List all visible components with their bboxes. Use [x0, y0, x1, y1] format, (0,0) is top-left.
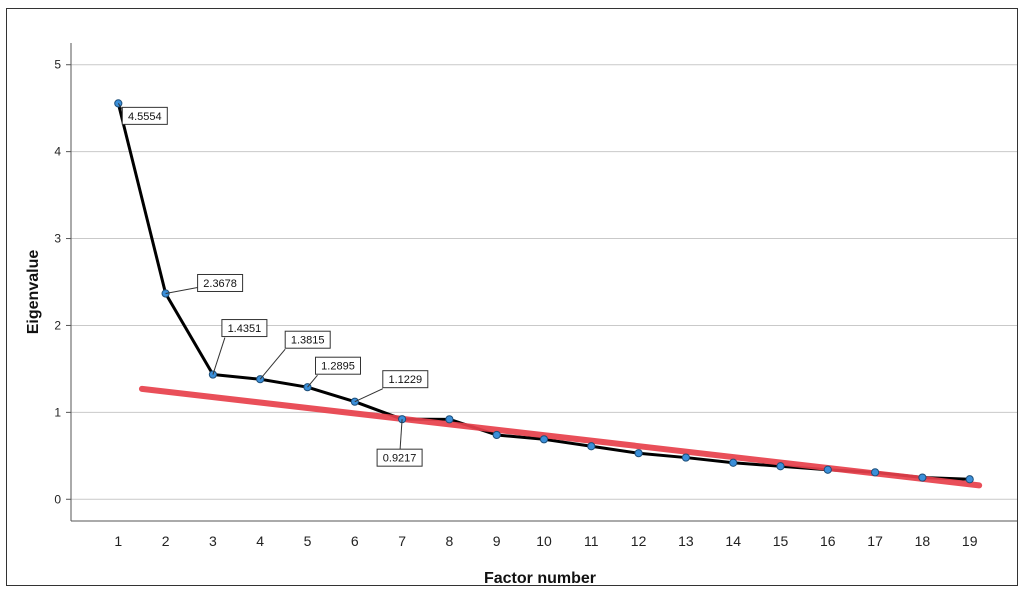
data-point: [729, 458, 738, 467]
data-point: [965, 475, 974, 484]
eigenvalue-series: [116, 103, 970, 481]
y-tick-label: 1: [54, 405, 61, 419]
callout-label: 1.3815: [291, 335, 325, 347]
x-tick-label: 13: [678, 533, 694, 549]
x-tick-label: 5: [304, 533, 312, 549]
callout-label: 0.9217: [383, 453, 417, 465]
callout-leader: [399, 419, 403, 450]
callout-leader: [307, 374, 318, 388]
callout-leader: [117, 103, 123, 110]
data-point: [681, 453, 691, 462]
data-point: [587, 442, 596, 451]
y-axis-title: Eigenvalue: [25, 250, 42, 335]
x-tick-labels: 1 2 3 4 5 6 7 8 9 10 11 12 13 14 15 16 17 18 19: [114, 533, 977, 549]
x-tick-label: 10: [536, 533, 552, 549]
value-callouts: 4.5554 2.3678 1.4351 1.3815 1.2895 1.1229 0.92…: [117, 103, 429, 467]
x-tick-label: 12: [631, 533, 647, 549]
callout-leader: [165, 286, 198, 294]
x-axis-title: Factor number: [484, 570, 596, 585]
data-point: [445, 415, 454, 424]
callout-box: [197, 273, 244, 292]
data-point: [634, 449, 643, 458]
callout-label: 4.5554: [128, 111, 162, 123]
x-tick-label: 8: [446, 533, 454, 549]
red-trend-line: [138, 385, 983, 489]
data-points: [114, 99, 974, 484]
x-tick-label: 9: [493, 533, 501, 549]
y-tick-label: 4: [54, 145, 61, 159]
callout-box: [382, 370, 429, 389]
data-point: [539, 435, 549, 444]
y-tick-label: 2: [54, 318, 61, 332]
callout-label: 2.3678: [203, 278, 237, 290]
callout-label: 1.1229: [388, 374, 422, 386]
callout-box: [315, 356, 361, 375]
x-tick-label: 15: [773, 533, 789, 549]
data-point: [871, 468, 880, 477]
x-tick-label: 6: [351, 533, 359, 549]
callout-leader: [212, 337, 226, 375]
callout-box: [221, 319, 268, 338]
y-tick-label: 3: [54, 232, 61, 246]
x-tick-label: 4: [256, 533, 264, 549]
callout-box: [376, 448, 423, 467]
axes: [70, 43, 1017, 522]
data-point: [776, 462, 785, 471]
x-tick-label: 16: [820, 533, 836, 549]
callout-box: [121, 106, 168, 125]
callout-leader: [354, 388, 384, 403]
x-tick-label: 17: [867, 533, 883, 549]
callout-box: [284, 330, 331, 349]
y-tick-labels: 0 1 2 3 4 5: [54, 58, 61, 507]
x-tick-label: 11: [584, 533, 599, 549]
x-tick-label: 14: [725, 533, 741, 549]
callout-leader: [259, 348, 286, 380]
callout-label: 1.2895: [321, 361, 355, 373]
x-tick-label: 1: [114, 533, 122, 549]
y-tick-label: 5: [54, 58, 61, 72]
x-tick-label: 2: [162, 533, 170, 549]
data-point: [492, 430, 501, 440]
x-tick-label: 18: [915, 533, 931, 549]
data-point: [918, 473, 927, 482]
data-point: [823, 465, 832, 474]
x-tick-label: 7: [398, 533, 406, 549]
trend-line: [138, 385, 983, 489]
x-tick-label: 19: [962, 533, 978, 549]
eigenvalue-line: [116, 103, 970, 481]
y-tick-label: 0: [54, 492, 61, 506]
callout-label: 1.4351: [228, 323, 262, 335]
x-tick-label: 3: [209, 533, 217, 549]
